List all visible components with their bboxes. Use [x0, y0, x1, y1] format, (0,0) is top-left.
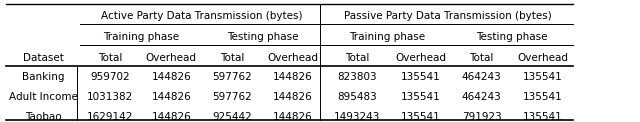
Text: Total: Total: [98, 53, 123, 63]
Text: 1031382: 1031382: [87, 92, 134, 102]
Text: 144826: 144826: [273, 112, 313, 122]
Text: Testing phase: Testing phase: [227, 32, 298, 42]
Text: Training phase: Training phase: [349, 32, 425, 42]
Text: Overhead: Overhead: [517, 53, 568, 63]
Text: 135541: 135541: [401, 72, 441, 82]
Text: 144826: 144826: [151, 72, 191, 82]
Text: 925442: 925442: [212, 112, 252, 122]
Text: Overhead: Overhead: [268, 53, 318, 63]
Text: 144826: 144826: [151, 112, 191, 122]
Text: 144826: 144826: [151, 92, 191, 102]
Text: Dataset: Dataset: [23, 53, 63, 63]
Text: Total: Total: [344, 53, 369, 63]
Text: 135541: 135541: [401, 112, 441, 122]
Text: 464243: 464243: [461, 92, 502, 102]
Text: Taobao: Taobao: [25, 112, 61, 122]
Text: Banking: Banking: [22, 72, 65, 82]
Text: 1629142: 1629142: [87, 112, 134, 122]
Text: 135541: 135541: [522, 92, 563, 102]
Text: Total: Total: [469, 53, 494, 63]
Text: 895483: 895483: [337, 92, 377, 102]
Text: 597762: 597762: [212, 72, 252, 82]
Text: 135541: 135541: [401, 92, 441, 102]
Text: 135541: 135541: [522, 112, 563, 122]
Text: Adult Income: Adult Income: [9, 92, 77, 102]
Text: Active Party Data Transmission (bytes): Active Party Data Transmission (bytes): [101, 11, 302, 21]
Text: Overhead: Overhead: [146, 53, 196, 63]
Text: Total: Total: [220, 53, 244, 63]
Text: 959702: 959702: [91, 72, 130, 82]
Text: 135541: 135541: [522, 72, 563, 82]
Text: Overhead: Overhead: [396, 53, 446, 63]
Text: Training phase: Training phase: [103, 32, 179, 42]
Text: 144826: 144826: [273, 92, 313, 102]
Text: 464243: 464243: [461, 72, 502, 82]
Text: 823803: 823803: [337, 72, 376, 82]
Text: 1493243: 1493243: [333, 112, 380, 122]
Text: 144826: 144826: [273, 72, 313, 82]
Text: Passive Party Data Transmission (bytes): Passive Party Data Transmission (bytes): [344, 11, 552, 21]
Text: 791923: 791923: [461, 112, 502, 122]
Text: Testing phase: Testing phase: [476, 32, 548, 42]
Text: 597762: 597762: [212, 92, 252, 102]
